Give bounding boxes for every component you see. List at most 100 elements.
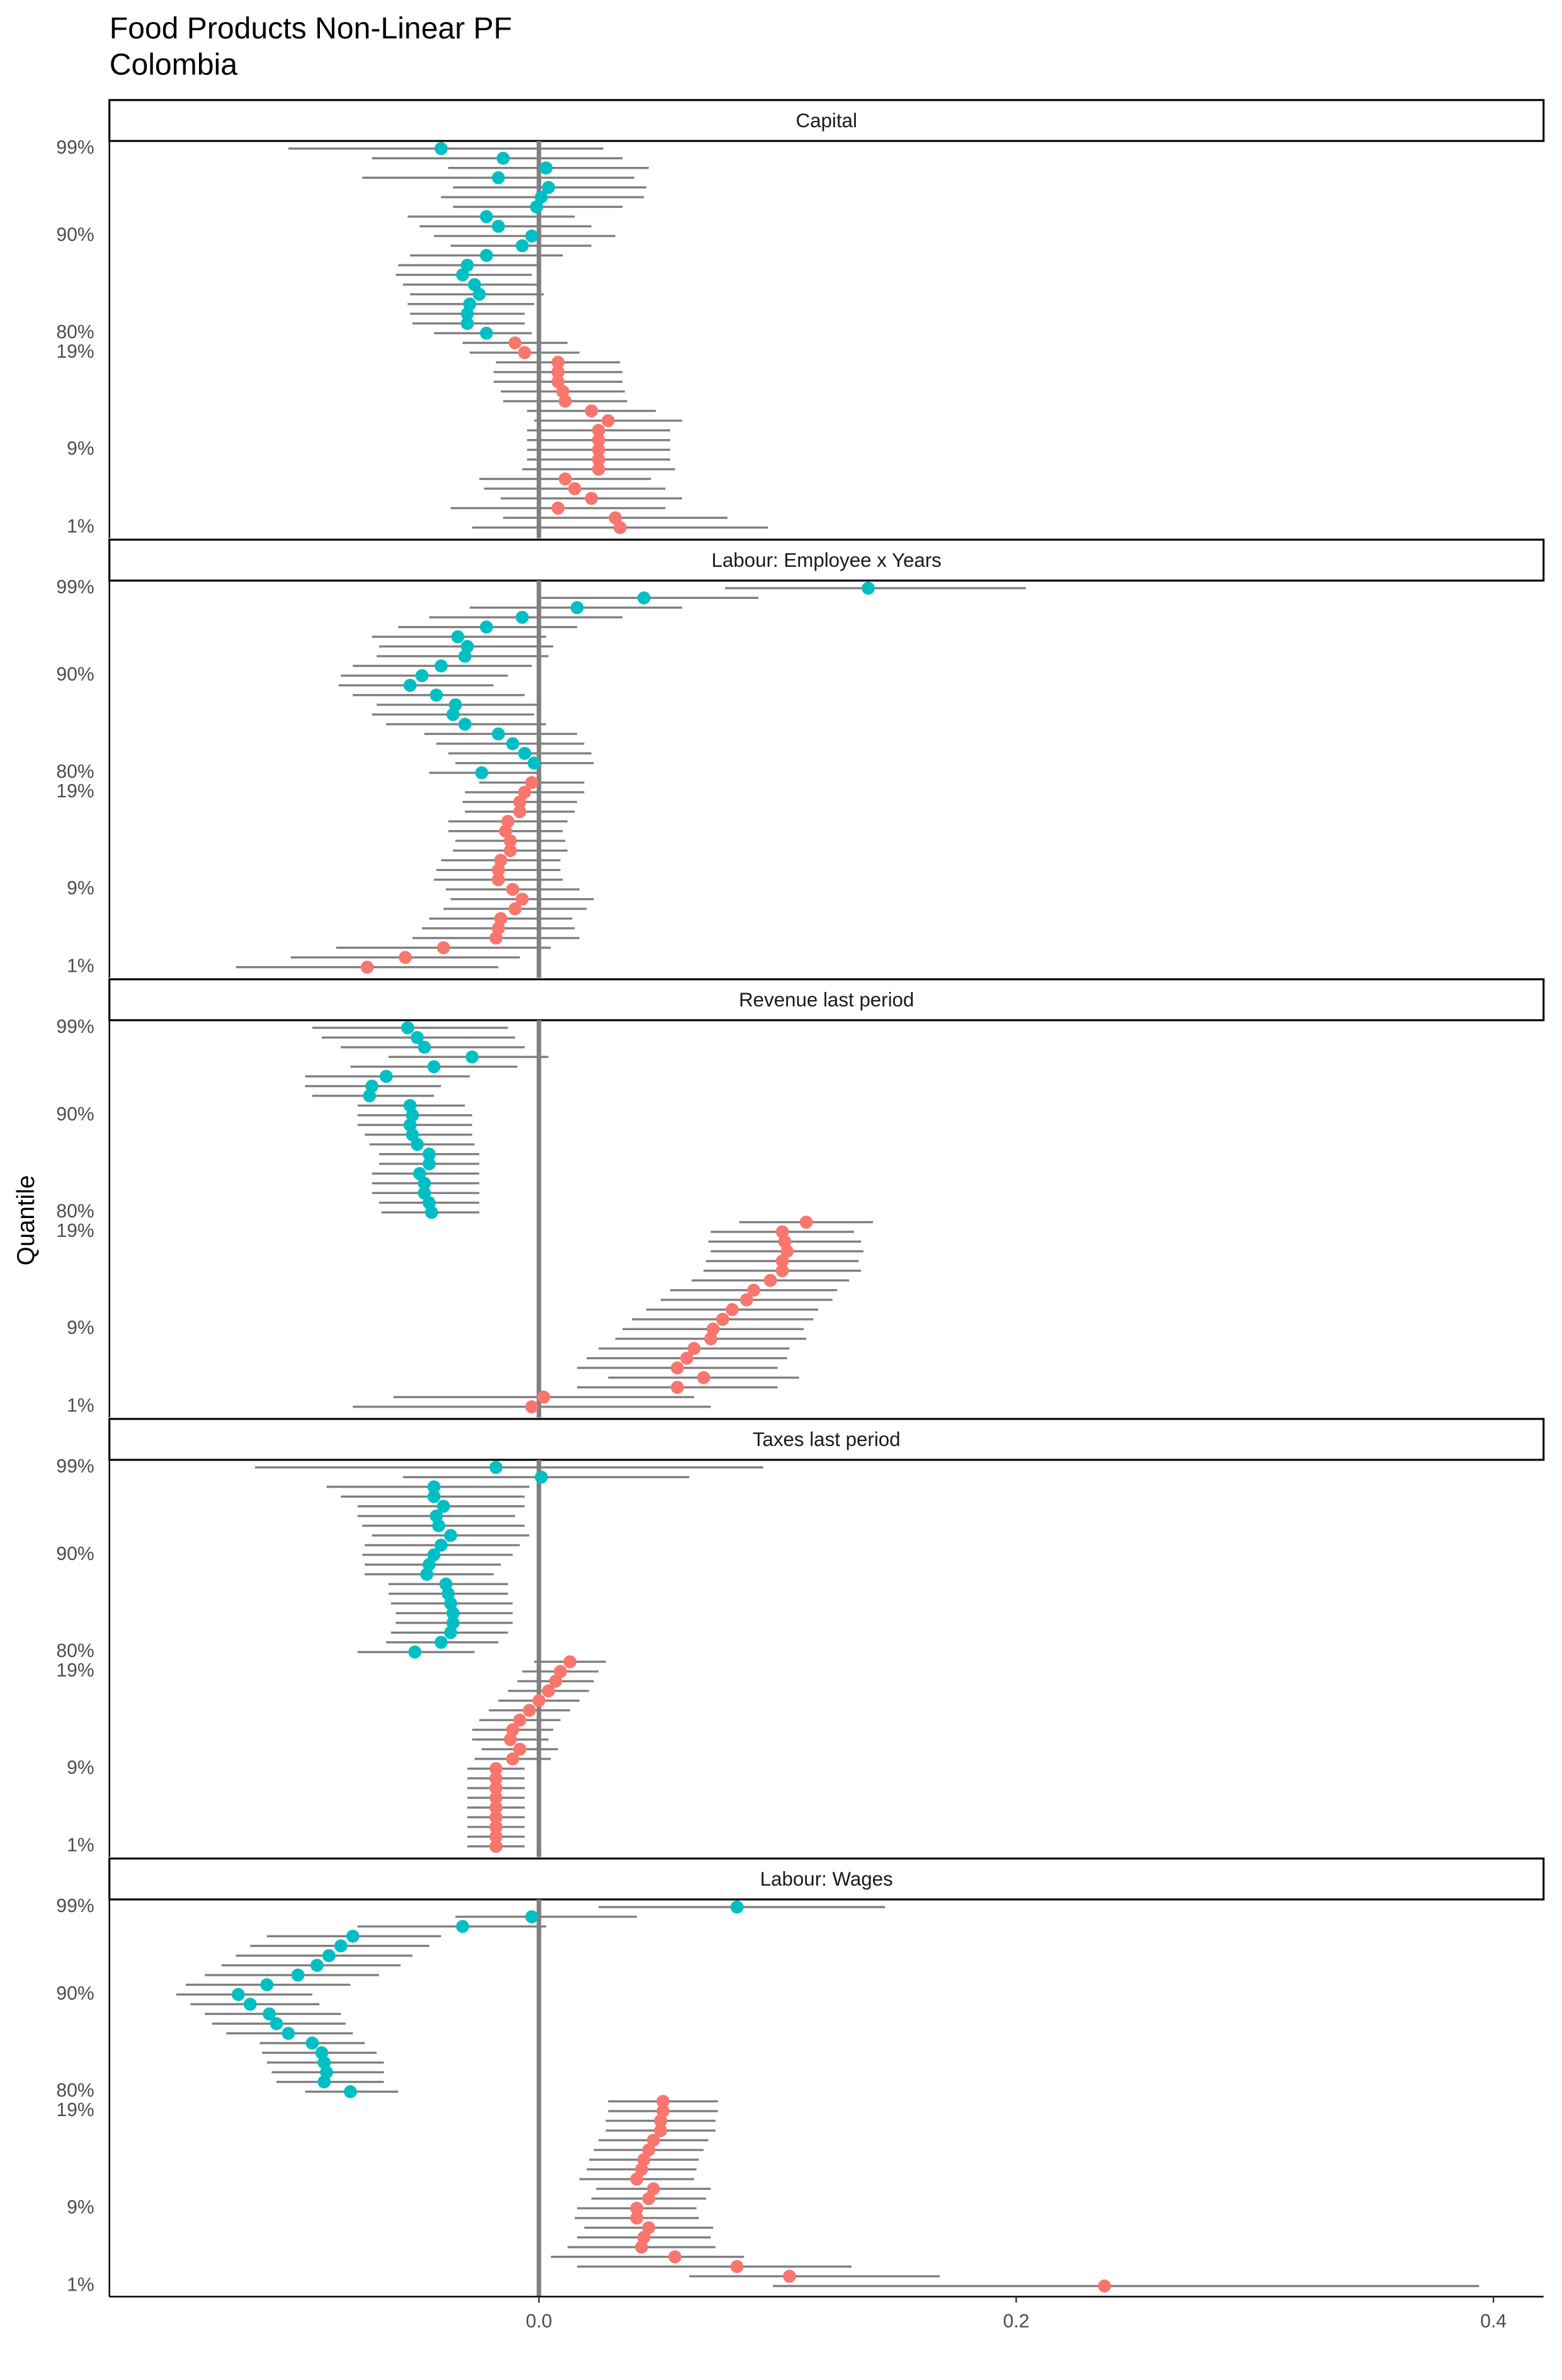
- point: [506, 1752, 520, 1766]
- point: [403, 678, 417, 692]
- strip-label: Revenue last period: [739, 989, 914, 1011]
- point: [592, 443, 605, 457]
- point: [799, 1216, 813, 1229]
- y-tick-label: 90%: [56, 664, 94, 685]
- point: [379, 1069, 393, 1083]
- point: [460, 258, 474, 272]
- point: [726, 1303, 739, 1316]
- point: [479, 210, 493, 224]
- y-tick-label: 90%: [56, 1544, 94, 1564]
- point: [551, 375, 565, 389]
- point: [427, 1548, 441, 1562]
- point: [739, 1293, 753, 1307]
- point: [444, 1529, 457, 1542]
- point: [642, 2221, 656, 2235]
- point: [436, 1500, 450, 1513]
- point: [456, 268, 469, 282]
- point: [525, 229, 539, 243]
- point: [322, 1949, 336, 1962]
- point: [613, 521, 627, 534]
- point: [434, 1636, 448, 1649]
- x-tick-label: 0.2: [1003, 2311, 1030, 2332]
- point: [515, 239, 529, 253]
- point: [489, 1762, 503, 1775]
- point: [558, 394, 572, 408]
- point: [518, 785, 532, 799]
- point: [527, 756, 541, 770]
- point: [456, 1920, 469, 1933]
- point: [730, 1900, 744, 1914]
- point: [515, 610, 529, 624]
- point: [489, 1791, 503, 1804]
- point: [491, 727, 505, 741]
- point: [523, 1704, 536, 1717]
- strip-label: Capital: [796, 110, 857, 132]
- strip: [108, 978, 1545, 1022]
- point: [551, 365, 565, 379]
- point: [310, 1959, 324, 1972]
- y-tick-label: 1%: [67, 956, 94, 977]
- y-axis-title: Quantile: [13, 1175, 40, 1265]
- point: [489, 1772, 503, 1785]
- point: [399, 950, 412, 964]
- y-tick-label: 99%: [56, 577, 94, 598]
- point: [671, 1381, 684, 1394]
- point: [270, 2017, 283, 2030]
- point: [430, 688, 443, 702]
- point: [584, 491, 598, 505]
- point: [539, 161, 553, 175]
- point: [434, 142, 448, 156]
- y-tick-label: 9%: [67, 2197, 94, 2218]
- point: [630, 2172, 644, 2186]
- point: [415, 669, 429, 683]
- point: [518, 746, 532, 760]
- point: [413, 1167, 426, 1180]
- point: [592, 453, 605, 466]
- point: [427, 1060, 441, 1074]
- point: [460, 317, 474, 330]
- y-tick-label: 1%: [67, 1835, 94, 1856]
- point: [420, 1568, 433, 1581]
- strip-label: Labour: Employee x Years: [712, 549, 942, 571]
- point: [513, 795, 527, 809]
- y-tick-label: 1%: [67, 1396, 94, 1416]
- y-tick-label: 99%: [56, 137, 94, 158]
- strip: [108, 99, 1545, 142]
- y-tick-label: 19%: [56, 1660, 94, 1681]
- point: [432, 1519, 445, 1532]
- point: [513, 805, 527, 819]
- point: [489, 1840, 503, 1853]
- point: [508, 336, 522, 350]
- point: [654, 2114, 668, 2127]
- point: [434, 1539, 448, 1552]
- point: [499, 824, 512, 838]
- y-tick-label: 99%: [56, 1016, 94, 1037]
- point: [563, 1655, 577, 1668]
- point: [503, 844, 517, 857]
- point: [656, 2095, 670, 2108]
- point: [635, 2163, 648, 2176]
- strip: [108, 1857, 1545, 1901]
- point: [496, 151, 510, 165]
- point: [401, 1021, 414, 1035]
- point: [542, 181, 556, 194]
- strip: [108, 538, 1545, 582]
- point: [647, 2182, 660, 2195]
- point: [592, 423, 605, 437]
- point: [425, 1205, 438, 1219]
- point: [489, 1830, 503, 1843]
- point: [558, 472, 572, 486]
- point: [479, 620, 493, 634]
- point: [704, 1332, 717, 1346]
- point: [491, 219, 505, 233]
- point: [508, 902, 522, 916]
- point: [363, 1089, 377, 1103]
- point: [518, 346, 532, 360]
- y-tick-label: 1%: [67, 2275, 94, 2296]
- point: [360, 960, 374, 974]
- point: [305, 2036, 319, 2050]
- point: [513, 1713, 527, 1727]
- point: [637, 591, 651, 605]
- point: [436, 941, 450, 955]
- point: [260, 1978, 274, 1991]
